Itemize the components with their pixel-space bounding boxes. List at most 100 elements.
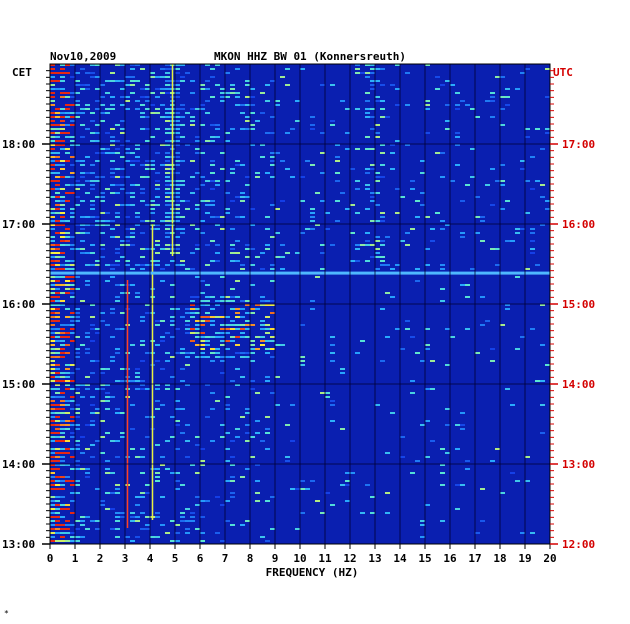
spectral-cell <box>520 168 525 170</box>
spectral-cell <box>75 412 80 414</box>
spectral-cell <box>185 352 190 354</box>
spectral-cell <box>55 488 60 490</box>
spectral-cell <box>50 364 55 366</box>
spectral-cell <box>490 168 495 170</box>
spectral-cell <box>350 168 355 170</box>
spectral-cell <box>80 112 85 114</box>
spectral-cell <box>275 232 280 234</box>
spectral-cell <box>370 256 375 258</box>
spectral-cell <box>70 244 75 246</box>
spectral-cell <box>50 328 55 330</box>
spectral-cell <box>50 408 55 410</box>
spectral-cell <box>210 124 215 126</box>
spectral-cell <box>375 172 380 174</box>
spectral-cell <box>355 244 360 246</box>
spectral-cell <box>50 116 55 118</box>
spectral-cell <box>140 176 145 178</box>
spectral-cell <box>100 504 105 506</box>
spectral-cell <box>55 160 60 162</box>
spectral-cell <box>65 232 70 234</box>
spectral-cell <box>285 252 290 254</box>
spectral-cell <box>265 348 270 350</box>
spectral-cell <box>175 108 180 110</box>
spectral-cell <box>265 416 270 418</box>
spectral-cell <box>50 216 55 218</box>
spectral-cell <box>140 68 145 70</box>
spectral-cell <box>380 240 385 242</box>
spectral-cell <box>225 448 230 450</box>
spectral-cell <box>50 112 55 114</box>
spectral-cell <box>330 420 335 422</box>
spectral-cell <box>310 308 315 310</box>
spectral-cell <box>50 380 55 382</box>
spectral-cell <box>160 248 165 250</box>
spectral-cell <box>175 532 180 534</box>
spectral-cell <box>50 496 55 498</box>
spectral-cell <box>60 148 65 150</box>
spectral-cell <box>115 148 120 150</box>
x-tick-label: 20 <box>543 552 556 565</box>
spectral-cell <box>245 184 250 186</box>
spectral-cell <box>145 140 150 142</box>
spectral-cell <box>55 384 60 386</box>
spectral-cell <box>415 268 420 270</box>
spectral-cell <box>165 196 170 198</box>
spectral-cell <box>150 204 155 206</box>
spectral-cell <box>90 216 95 218</box>
spectral-cell <box>145 312 150 314</box>
spectral-cell <box>365 100 370 102</box>
spectral-cell <box>65 92 70 94</box>
spectral-cell <box>255 432 260 434</box>
spectral-cell <box>50 120 55 122</box>
spectral-cell <box>260 112 265 114</box>
spectral-cell <box>125 148 130 150</box>
spectral-cell <box>85 156 90 158</box>
spectral-cell <box>525 180 530 182</box>
spectral-cell <box>105 400 110 402</box>
spectral-cell <box>380 164 385 166</box>
spectral-cell <box>320 132 325 134</box>
spectral-cell <box>415 216 420 218</box>
spectral-cell <box>95 76 100 78</box>
spectral-cell <box>110 264 115 266</box>
spectral-cell <box>455 92 460 94</box>
x-tick-label: 7 <box>222 552 229 565</box>
spectral-cell <box>250 284 255 286</box>
spectral-cell <box>225 480 230 482</box>
spectral-cell <box>75 536 80 538</box>
spectral-cell <box>50 240 55 242</box>
spectral-cell <box>115 536 120 538</box>
spectral-cell <box>445 80 450 82</box>
spectral-cell <box>345 132 350 134</box>
spectral-cell <box>170 316 175 318</box>
spectral-cell <box>150 160 155 162</box>
spectral-cell <box>405 232 410 234</box>
spectral-cell <box>55 340 60 342</box>
spectral-cell <box>100 96 105 98</box>
spectral-cell <box>370 496 375 498</box>
spectral-cell <box>210 316 215 318</box>
spectral-cell <box>245 356 250 358</box>
spectral-cell <box>255 304 260 306</box>
spectral-cell <box>260 252 265 254</box>
spectral-cell <box>295 488 300 490</box>
spectral-cell <box>100 196 105 198</box>
spectral-cell <box>170 308 175 310</box>
spectral-cell <box>395 104 400 106</box>
spectral-cell <box>70 136 75 138</box>
spectral-cell <box>165 164 170 166</box>
spectral-cell <box>115 296 120 298</box>
spectral-cell <box>345 208 350 210</box>
spectral-cell <box>245 432 250 434</box>
spectral-cell <box>410 472 415 474</box>
spectral-cell <box>190 224 195 226</box>
spectral-cell <box>365 208 370 210</box>
spectral-cell <box>60 324 65 326</box>
spectral-cell <box>70 104 75 106</box>
spectral-cell <box>60 96 65 98</box>
spectral-cell <box>190 92 195 94</box>
spectral-cell <box>245 120 250 122</box>
spectral-cell <box>320 392 325 394</box>
spectral-cell <box>200 516 205 518</box>
spectral-cell <box>180 316 185 318</box>
